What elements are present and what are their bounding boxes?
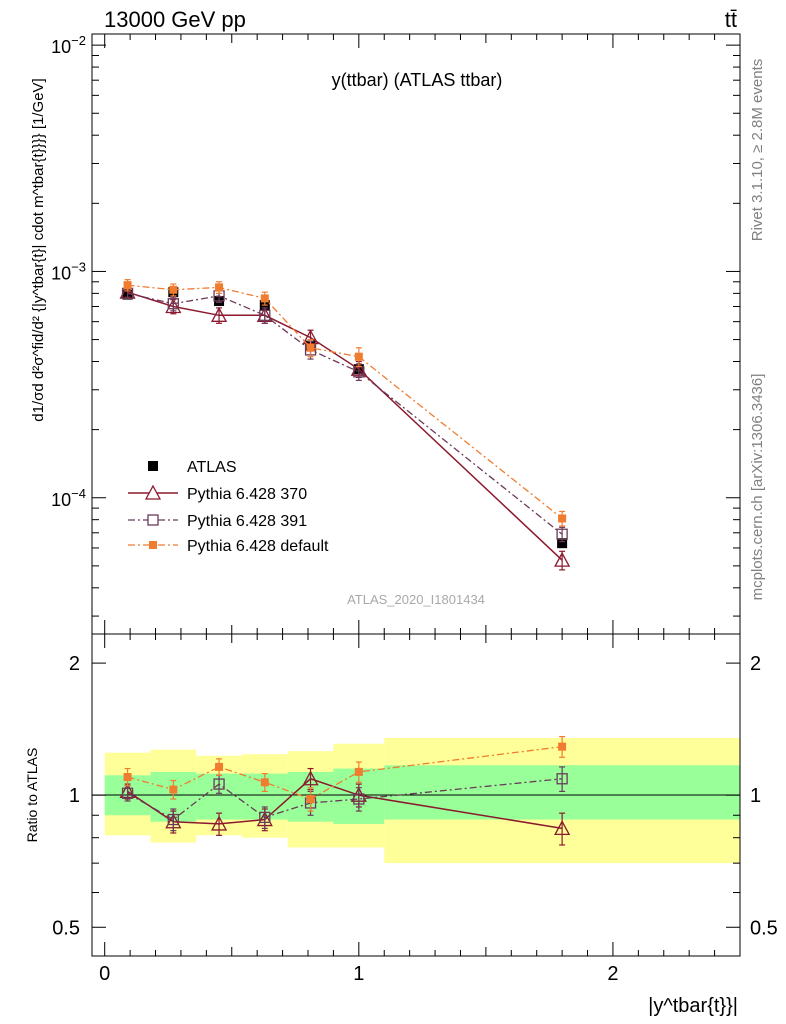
ratio-point-pythia-6-428-391 — [259, 811, 271, 824]
main-line-pythia-6-428-default — [127, 284, 563, 519]
main-y-tick-label: 10−4 — [51, 486, 86, 510]
main-point-pythia-6-428-default — [215, 283, 224, 292]
filled-square-marker-icon — [149, 541, 157, 549]
ratio-point-pythia-6-428-370 — [210, 815, 228, 831]
main-point-pythia-6-428-391 — [556, 528, 568, 540]
atlas-marker-icon — [148, 461, 158, 471]
legend-entry-pythia-370: Pythia 6.428 370 — [128, 484, 307, 503]
main-point-pythia-6-428-default — [260, 294, 269, 303]
ratio-point-pythia-6-428-391 — [556, 773, 568, 785]
ratio-point-pythia-6-428-default — [260, 778, 269, 787]
process-label: tt̄ — [725, 7, 737, 32]
legend: ATLAS Pythia 6.428 370 Pythia 6.428 391 … — [128, 459, 329, 555]
rivet-version-label: Rivet 3.1.10, ≥ 2.8M events — [749, 59, 766, 242]
legend-entry-pythia-391: Pythia 6.428 391 — [128, 513, 307, 530]
plot-title: y(ttbar) (ATLAS ttbar) — [332, 70, 503, 90]
ratio-uncertainty-bands — [104, 737, 740, 864]
mcplots-reference-label: mcplots.cern.ch [arXiv:1306.3436] — [749, 374, 766, 601]
ratio-point-pythia-6-428-default — [215, 762, 224, 771]
ratio-point-pythia-6-428-391 — [213, 778, 225, 790]
ratio-point-pythia-6-428-default — [306, 795, 315, 804]
ratio-y-tick-label-left: 0.5 — [52, 917, 80, 939]
main-y-tick-label: 10−3 — [51, 259, 86, 283]
main-y-axis-label: d1/σd d²σ^fid/d² {|y^tbar{t}| cdot m^tba… — [30, 78, 47, 421]
main-point-pythia-6-428-default — [558, 514, 567, 523]
x-tick-label: 1 — [353, 963, 364, 985]
ratio-point-pythia-6-428-default — [123, 773, 132, 782]
main-series-pythia-6-428-default — [123, 279, 567, 527]
main-point-pythia-6-428-default — [169, 285, 178, 294]
data-series — [119, 279, 571, 846]
ratio-y-tick-label-left: 1 — [69, 785, 80, 807]
ratio-y-tick-label-right: 0.5 — [750, 917, 778, 939]
main-point-pythia-6-428-default — [123, 281, 132, 290]
ratio-point-pythia-6-428-391 — [167, 813, 179, 826]
ratio-y-tick-label-right: 2 — [750, 653, 761, 675]
analysis-watermark: ATLAS_2020_I1801434 — [347, 592, 485, 607]
energy-label: 13000 GeV pp — [104, 7, 246, 32]
triangle-marker-icon — [144, 484, 162, 500]
ratio-y-axis-label: Ratio to ATLAS — [24, 748, 40, 843]
legend-label-pythia-default: Pythia 6.428 default — [187, 538, 329, 555]
ratio-point-pythia-6-428-370 — [554, 820, 571, 836]
open-square-marker-icon — [147, 514, 159, 526]
main-point-pythia-6-428-391 — [167, 298, 179, 310]
main-point-pythia-6-428-default — [306, 343, 315, 352]
main-point-atlas — [557, 538, 568, 549]
axis-tick-labels: 10−2 10−3 10−4 0.5 0.5 1 1 2 2 0 1 2 — [51, 33, 778, 985]
ratio-point-pythia-6-428-391 — [353, 793, 365, 805]
main-point-pythia-6-428-default — [354, 352, 363, 361]
ratio-point-pythia-6-428-default — [169, 785, 178, 794]
legend-entry-pythia-default: Pythia 6.428 default — [128, 538, 329, 555]
ratio-point-pythia-6-428-391 — [121, 787, 134, 799]
legend-label-pythia-391: Pythia 6.428 391 — [187, 513, 307, 530]
main-point-pythia-6-428-370 — [554, 551, 571, 567]
ratio-y-tick-label-right: 1 — [750, 785, 761, 807]
ratio-series-pythia-6-428-391 — [121, 766, 568, 832]
main-series-pythia-6-428-391 — [121, 287, 568, 543]
ratio-point-pythia-6-428-default — [558, 742, 567, 751]
main-point-pythia-6-428-370 — [210, 306, 228, 322]
main-point-pythia-6-428-370 — [165, 298, 182, 314]
ratio-series-pythia-6-428-default — [123, 735, 567, 812]
ratio-y-tick-label-left: 2 — [69, 653, 80, 675]
main-y-tick-label: 10−2 — [51, 33, 86, 57]
legend-label-pythia-370: Pythia 6.428 370 — [187, 486, 307, 503]
legend-entry-atlas: ATLAS — [148, 459, 237, 476]
main-series-atlas — [122, 287, 568, 549]
main-point-pythia-6-428-391 — [259, 309, 271, 321]
axis-ticks — [92, 34, 740, 956]
x-axis-label: |y^tbar{t}}| — [648, 995, 738, 1017]
legend-label-atlas: ATLAS — [187, 459, 237, 476]
ratio-point-pythia-6-428-default — [354, 767, 363, 776]
ratio-point-pythia-6-428-370 — [302, 770, 319, 786]
x-tick-label: 2 — [607, 963, 618, 985]
x-tick-label: 0 — [99, 963, 110, 985]
